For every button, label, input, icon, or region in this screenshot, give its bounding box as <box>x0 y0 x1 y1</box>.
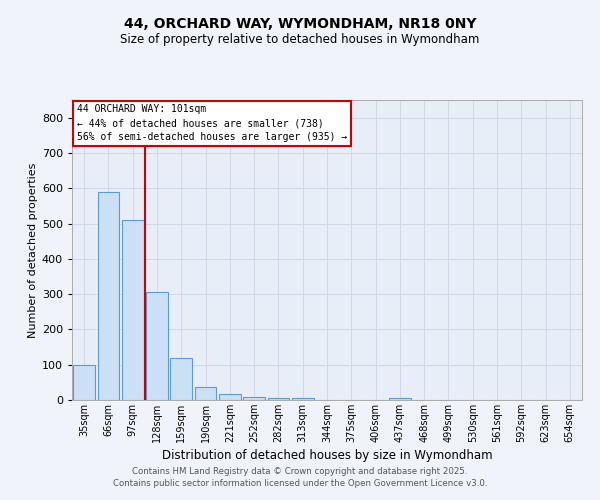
Text: Size of property relative to detached houses in Wymondham: Size of property relative to detached ho… <box>121 32 479 46</box>
Bar <box>243 397 265 400</box>
Bar <box>268 398 289 400</box>
Bar <box>389 398 411 400</box>
Text: 44, ORCHARD WAY, WYMONDHAM, NR18 0NY: 44, ORCHARD WAY, WYMONDHAM, NR18 0NY <box>124 18 476 32</box>
Bar <box>170 358 192 400</box>
Bar <box>146 292 168 400</box>
Bar <box>292 398 314 400</box>
Bar <box>194 386 217 400</box>
Text: Contains HM Land Registry data © Crown copyright and database right 2025.
Contai: Contains HM Land Registry data © Crown c… <box>113 466 487 487</box>
Bar <box>97 192 119 400</box>
Text: 44 ORCHARD WAY: 101sqm
← 44% of detached houses are smaller (738)
56% of semi-de: 44 ORCHARD WAY: 101sqm ← 44% of detached… <box>77 104 347 142</box>
X-axis label: Distribution of detached houses by size in Wymondham: Distribution of detached houses by size … <box>161 449 493 462</box>
Bar <box>122 220 143 400</box>
Y-axis label: Number of detached properties: Number of detached properties <box>28 162 38 338</box>
Bar <box>219 394 241 400</box>
Bar <box>73 364 95 400</box>
